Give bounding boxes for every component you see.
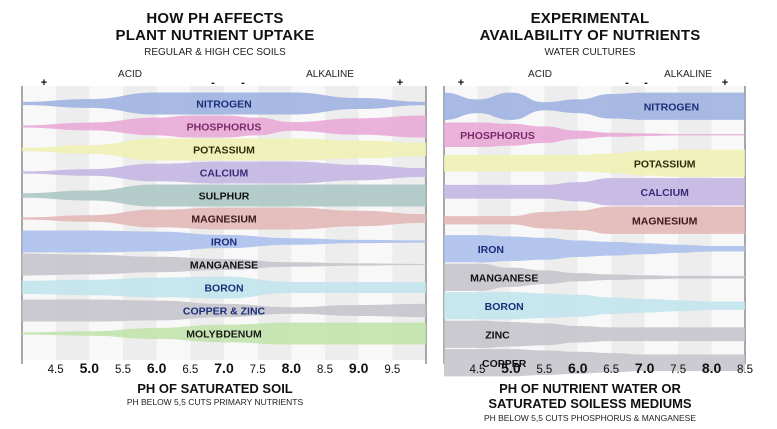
x-tick-label: 7.0 — [635, 360, 655, 376]
x-tick-label: 7.5 — [250, 364, 266, 376]
water-culture-chart: ACID ALKALINE + - - + NITROGEN PHOSPHORUS POTASS… — [443, 69, 753, 377]
nutrient-label: COPPER — [482, 358, 527, 370]
nutrient-label: COPPER & ZINC — [183, 306, 266, 318]
x-axis-note: PH BELOW 5,5 CUTS PHOSPHORUS & MANGANESE — [483, 413, 697, 423]
scale-mark: - — [211, 77, 215, 89]
nutrient-band — [444, 206, 745, 234]
nutrient-band — [22, 92, 426, 115]
scale-mark: + — [458, 77, 464, 89]
nutrient-band — [22, 230, 426, 253]
scale-mark: + — [41, 77, 47, 89]
soil-uptake-panel: HOW PH AFFECTS PLANT NUTRIENT UPTAKE REG… — [21, 10, 427, 407]
nutrient-label: PHOSPHORUS — [460, 130, 535, 142]
x-axis-label: PH OF SATURATED SOIL — [137, 381, 293, 396]
nutrient-label: IRON — [211, 237, 237, 249]
nutrient-band — [22, 115, 426, 138]
x-tick-label: 5.5 — [115, 364, 131, 376]
x-axis-label: PH OF NUTRIENT WATER OR SATURATED SOILES… — [488, 381, 692, 411]
nutrient-band — [22, 184, 426, 207]
x-tick-label: 9.0 — [349, 360, 369, 376]
x-tick-label: 4.5 — [48, 364, 64, 376]
x-tick-label: 8.5 — [737, 364, 753, 376]
acid-label: ACID — [118, 69, 142, 80]
x-tick-label: 4.5 — [469, 364, 485, 376]
soil-uptake-chart: ACID ALKALINE + - - + NITROGEN PHOSPHORUS POTASS… — [21, 69, 427, 376]
x-tick-label: 7.0 — [214, 360, 234, 376]
water-culture-panel: EXPERIMENTAL AVAILABILITY OF NUTRIENTS W… — [430, 0, 777, 429]
scale-mark: - — [241, 77, 245, 89]
nutrient-band — [444, 263, 745, 291]
nutrient-label: BORON — [204, 283, 243, 295]
nutrient-label: MANGANESE — [190, 260, 258, 272]
nutrient-band — [444, 349, 745, 377]
acid-label: ACID — [528, 69, 552, 80]
nutrient-band — [444, 92, 745, 120]
nutrient-band — [22, 276, 426, 299]
nutrient-label: MAGNESIUM — [191, 214, 257, 226]
nutrient-band — [444, 149, 745, 177]
chart-title: EXPERIMENTAL AVAILABILITY OF NUTRIENTS — [479, 10, 701, 44]
nutrient-band — [22, 138, 426, 161]
nutrient-band — [22, 299, 426, 322]
nutrient-label: NITROGEN — [196, 99, 251, 111]
nutrient-label: CALCIUM — [200, 168, 249, 180]
nutrient-label: MANGANESE — [470, 272, 538, 284]
x-tick-label: 6.0 — [147, 360, 167, 376]
x-tick-label: 8.5 — [317, 364, 333, 376]
nutrient-band — [444, 122, 745, 148]
nutrient-band — [444, 320, 745, 348]
nutrient-label: BORON — [485, 301, 524, 313]
alkaline-label: ALKALINE — [664, 69, 712, 80]
chart-subtitle: WATER CULTURES — [544, 47, 636, 58]
nutrient-label: MAGNESIUM — [632, 215, 698, 227]
x-tick-label: 6.0 — [568, 360, 588, 376]
chart-subtitle: REGULAR & HIGH CEC SOILS — [144, 47, 286, 58]
x-tick-label: 5.5 — [536, 364, 552, 376]
x-tick-label: 7.5 — [670, 364, 686, 376]
nutrient-band — [444, 235, 745, 263]
x-tick-label: 9.5 — [384, 364, 400, 376]
x-tick-label: 5.0 — [501, 360, 521, 376]
nutrient-label: POTASSIUM — [634, 158, 696, 170]
nutrient-band — [444, 292, 745, 320]
scale-mark: + — [397, 77, 403, 89]
nutrient-band — [22, 322, 426, 345]
nutrient-label: NITROGEN — [644, 101, 699, 113]
nutrient-band — [22, 253, 426, 276]
chart-title: HOW PH AFFECTS PLANT NUTRIENT UPTAKE — [115, 10, 315, 44]
nutrient-label: ZINC — [485, 329, 510, 341]
nutrient-label: PHOSPHORUS — [187, 122, 262, 134]
alkaline-label: ALKALINE — [306, 69, 354, 80]
nutrient-label: SULPHUR — [199, 191, 250, 203]
nutrient-band — [22, 207, 426, 230]
x-tick-label: 8.0 — [702, 360, 722, 376]
scale-mark: - — [644, 77, 648, 89]
scale-mark: - — [625, 77, 629, 89]
nutrient-band — [22, 161, 426, 184]
nutrient-label: CALCIUM — [641, 187, 690, 199]
scale-mark: + — [722, 77, 728, 89]
nutrient-band — [444, 178, 745, 206]
nutrient-label: MOLYBDENUM — [186, 329, 262, 341]
x-tick-label: 8.0 — [282, 360, 302, 376]
nutrient-label: IRON — [478, 244, 504, 256]
x-axis-note: PH BELOW 5,5 CUTS PRIMARY NUTRIENTS — [126, 397, 304, 407]
x-tick-label: 6.5 — [603, 364, 619, 376]
x-tick-label: 5.0 — [80, 360, 100, 376]
x-tick-label: 6.5 — [182, 364, 198, 376]
nutrient-label: POTASSIUM — [193, 145, 255, 157]
